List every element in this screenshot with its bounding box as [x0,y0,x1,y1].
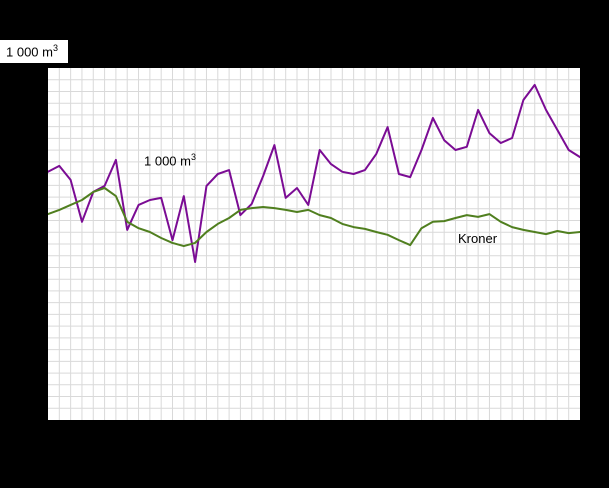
series-line-kroner [48,187,580,248]
gridlines [48,68,580,420]
chart-plot-area: 1 000 m3 Kroner [48,68,580,420]
y-axis-unit-label: 1 000 m3 [0,40,68,64]
y-axis-unit-text: 1 000 m [6,44,53,60]
y-axis-unit-sup: 3 [52,43,58,53]
series-line-volume [48,83,580,263]
chart-svg [48,68,580,420]
